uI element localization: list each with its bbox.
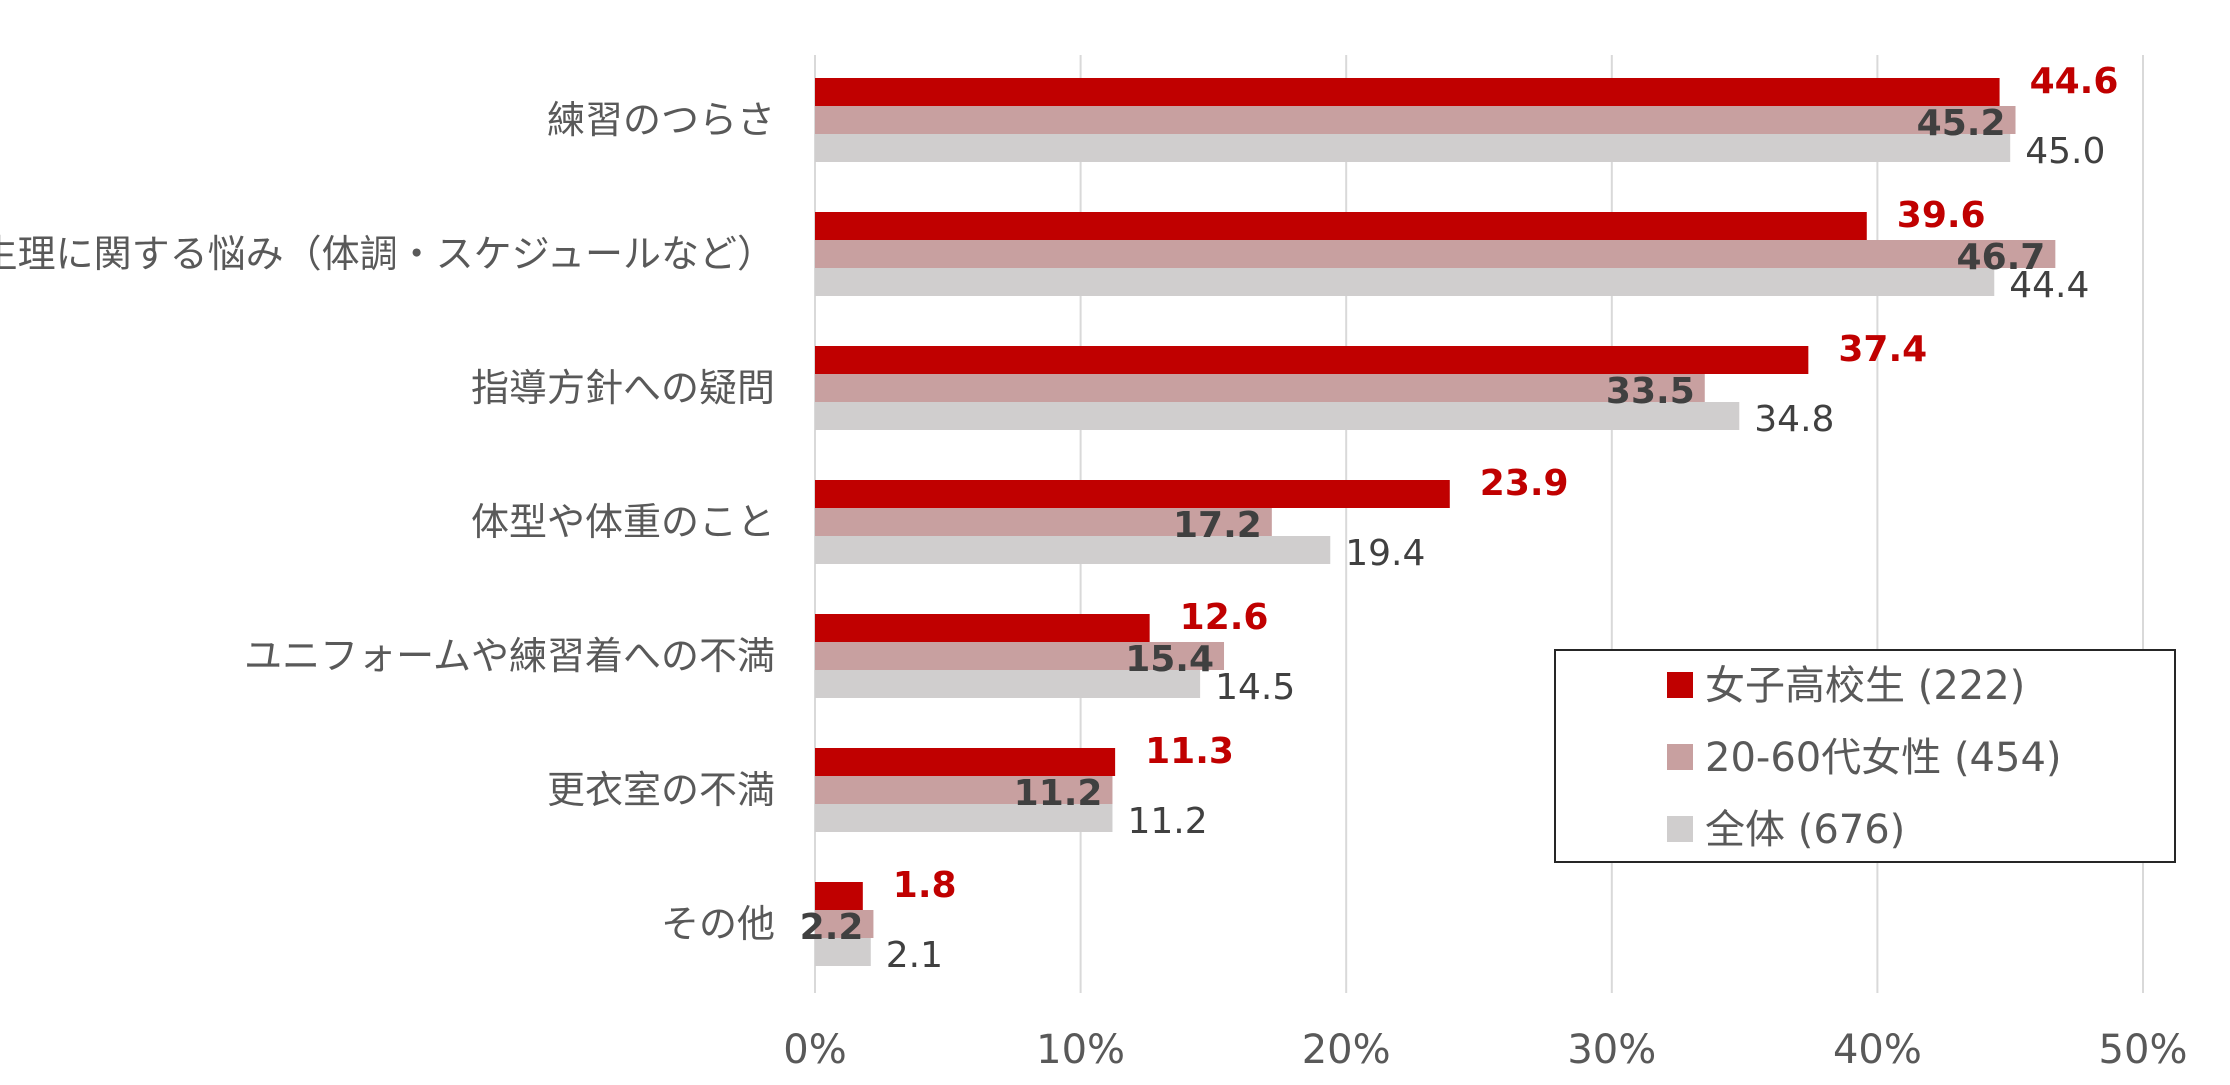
- bar: [815, 106, 2016, 134]
- value-label: 19.4: [1345, 533, 1425, 574]
- legend-label: 20-60代女性 (454): [1705, 735, 2062, 781]
- bars: [815, 78, 2056, 966]
- bar: [815, 882, 863, 910]
- bar: [815, 536, 1331, 564]
- value-label: 45.2: [1917, 103, 2006, 144]
- bar: [815, 670, 1201, 698]
- legend-label: 全体 (676): [1705, 807, 1905, 853]
- bar: [815, 614, 1150, 642]
- x-axis-ticks: 0% 10% 20% 30% 40% 50%: [783, 1027, 2187, 1073]
- category-label: 練習のつらさ: [547, 98, 775, 142]
- value-label: 34.8: [1754, 399, 1834, 440]
- bar: [815, 402, 1740, 430]
- legend: 女子高校生 (222) 20-60代女性 (454) 全体 (676): [1554, 649, 2176, 863]
- bar: [815, 212, 1867, 240]
- bar: [815, 910, 874, 938]
- value-label: 39.6: [1897, 195, 1986, 236]
- bar: [815, 748, 1116, 776]
- value-label: 44.4: [2009, 265, 2089, 306]
- category-label: 生理に関する悩み（体調・スケジュールなど）: [0, 232, 775, 276]
- legend-box: [1554, 649, 2176, 863]
- value-label: 12.6: [1180, 597, 1269, 638]
- bar: [815, 804, 1113, 832]
- grid-lines: [814, 55, 2144, 993]
- bar: [815, 938, 871, 966]
- x-tick-label: 40%: [1833, 1027, 1922, 1073]
- bar: [815, 346, 1809, 374]
- bar: [815, 374, 1705, 402]
- category-label: その他: [661, 902, 775, 946]
- value-label: 11.3: [1145, 731, 1234, 772]
- x-tick-label: 20%: [1302, 1027, 1391, 1073]
- value-label: 14.5: [1215, 667, 1295, 708]
- value-label: 1.8: [893, 865, 957, 906]
- bar: [815, 776, 1113, 804]
- legend-swatch: [1667, 672, 1693, 698]
- category-label: 更衣室の不満: [547, 768, 775, 812]
- value-label: 17.2: [1173, 505, 1262, 546]
- bar: [815, 240, 2056, 268]
- bar: [815, 134, 2011, 162]
- bar: [815, 480, 1450, 508]
- value-label: 11.2: [1127, 801, 1207, 842]
- value-label: 2.2: [800, 907, 864, 948]
- x-tick-label: 30%: [1567, 1027, 1656, 1073]
- value-label: 37.4: [1838, 329, 1927, 370]
- value-label: 23.9: [1480, 463, 1569, 504]
- value-label: 44.6: [2030, 61, 2119, 102]
- category-label: 指導方針への疑問: [471, 366, 775, 410]
- legend-swatch: [1667, 744, 1693, 770]
- bar: [815, 78, 2000, 106]
- value-label: 46.7: [1957, 237, 2046, 278]
- value-label: 2.1: [886, 935, 943, 976]
- x-tick-label: 10%: [1036, 1027, 1125, 1073]
- category-label: 体型や体重のこと: [471, 500, 775, 544]
- x-tick-label: 50%: [2099, 1027, 2188, 1073]
- legend-label: 女子高校生 (222): [1705, 663, 2025, 709]
- legend-swatch: [1667, 816, 1693, 842]
- value-label: 45.0: [2025, 131, 2105, 172]
- value-label: 33.5: [1606, 371, 1695, 412]
- bar: [815, 268, 1995, 296]
- value-label: 15.4: [1125, 639, 1214, 680]
- value-label: 11.2: [1014, 773, 1103, 814]
- category-label: ユニフォームや練習着への不満: [244, 634, 775, 678]
- x-tick-label: 0%: [783, 1027, 846, 1073]
- value-labels: 44.6 45.2 45.0 39.646.744.4 37.4 33.5 34.8 23.9…: [800, 61, 2119, 976]
- bar: [815, 508, 1272, 536]
- bar: [815, 642, 1225, 670]
